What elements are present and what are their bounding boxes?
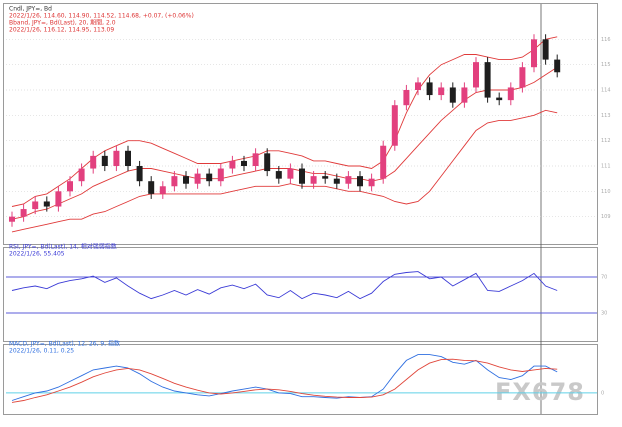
candle-body xyxy=(461,87,468,103)
candle-body xyxy=(299,168,305,184)
candle-body xyxy=(542,39,549,60)
candle-body xyxy=(67,181,73,192)
watermark: FX678 xyxy=(495,378,585,406)
candle-body xyxy=(101,155,108,166)
candle-body xyxy=(345,176,352,184)
candle-body xyxy=(357,176,363,187)
candle-body xyxy=(287,168,294,179)
price-panel xyxy=(3,3,598,245)
candle-body xyxy=(241,160,247,166)
candle-body xyxy=(519,67,526,88)
candle-body xyxy=(206,173,213,182)
candle-body xyxy=(415,82,421,90)
candle-body xyxy=(403,90,410,106)
candle-body xyxy=(368,178,375,187)
panel-label: RSI, JPY=, Bd(Last), 14, 相对强弱指数 xyxy=(9,243,117,251)
y-tick-label: 111 xyxy=(601,164,611,170)
candle-body xyxy=(380,145,387,179)
y-tick-label: 114 xyxy=(601,88,611,94)
candle-body xyxy=(391,105,398,146)
panel-label: Cndl, JPY=, Bd xyxy=(9,6,52,13)
y-tick-label: 70 xyxy=(601,275,607,281)
candle-body xyxy=(484,62,491,98)
candle-body xyxy=(9,216,15,222)
candle-body xyxy=(113,150,120,166)
y-tick-label: 115 xyxy=(601,62,611,68)
y-tick-label: 112 xyxy=(601,138,611,144)
candle-body xyxy=(310,176,317,184)
y-tick-label: 116 xyxy=(601,37,611,43)
series-line xyxy=(11,109,558,233)
series-line xyxy=(11,36,558,207)
candle-body xyxy=(78,168,85,182)
candle-body xyxy=(473,62,479,88)
candle-body xyxy=(496,97,503,101)
y-tick-label: 113 xyxy=(601,113,611,119)
panel-label: 2022/1/26, 114.60, 114.90, 114.52, 114.6… xyxy=(9,13,194,20)
series-line xyxy=(11,271,558,300)
candle-body xyxy=(217,168,224,182)
series-line xyxy=(11,354,558,401)
rsi-panel xyxy=(3,247,598,342)
candle-body xyxy=(148,181,155,194)
candle-body xyxy=(20,209,27,217)
candle-body xyxy=(32,201,39,210)
candle-body xyxy=(125,150,131,166)
candle-body xyxy=(333,178,340,184)
series-line xyxy=(11,358,558,403)
candle-body xyxy=(194,173,201,184)
candle-body xyxy=(252,153,259,166)
candle-body xyxy=(183,176,189,184)
candle-body xyxy=(322,176,329,179)
candle-body xyxy=(90,155,97,169)
panel-label: 2022/1/26, 116.12, 114.95, 113.09 xyxy=(9,27,114,34)
y-tick-label: 0 xyxy=(601,390,604,396)
panel-label: 2022/1/26, 0.11, 0.25 xyxy=(9,348,74,355)
panel-label: MACD, JPY=, Bd(Last), 12, 26, 9, 指数 xyxy=(9,340,120,348)
candle-body xyxy=(43,201,50,207)
candle-body xyxy=(531,39,537,68)
candle-body xyxy=(438,87,445,96)
y-tick-label: 110 xyxy=(601,189,611,195)
macd-panel xyxy=(3,344,598,415)
candle-body xyxy=(264,153,271,172)
y-tick-label: 109 xyxy=(601,214,611,220)
candle-body xyxy=(426,82,433,96)
candle-body xyxy=(449,87,456,103)
y-tick-label: 30 xyxy=(601,311,607,317)
candle-body xyxy=(554,59,561,73)
panel-label: Bband, JPY=, Bd(Last), 20, 期間, 2.0 xyxy=(9,19,116,27)
candle-body xyxy=(229,160,236,169)
candle-body xyxy=(275,171,282,179)
candle-body xyxy=(171,176,178,187)
candle-body xyxy=(55,191,62,207)
candle-body xyxy=(507,87,514,101)
candle-body xyxy=(136,166,143,182)
candle-body xyxy=(159,186,166,194)
panel-label: 2022/1/26, 55.405 xyxy=(9,251,65,258)
